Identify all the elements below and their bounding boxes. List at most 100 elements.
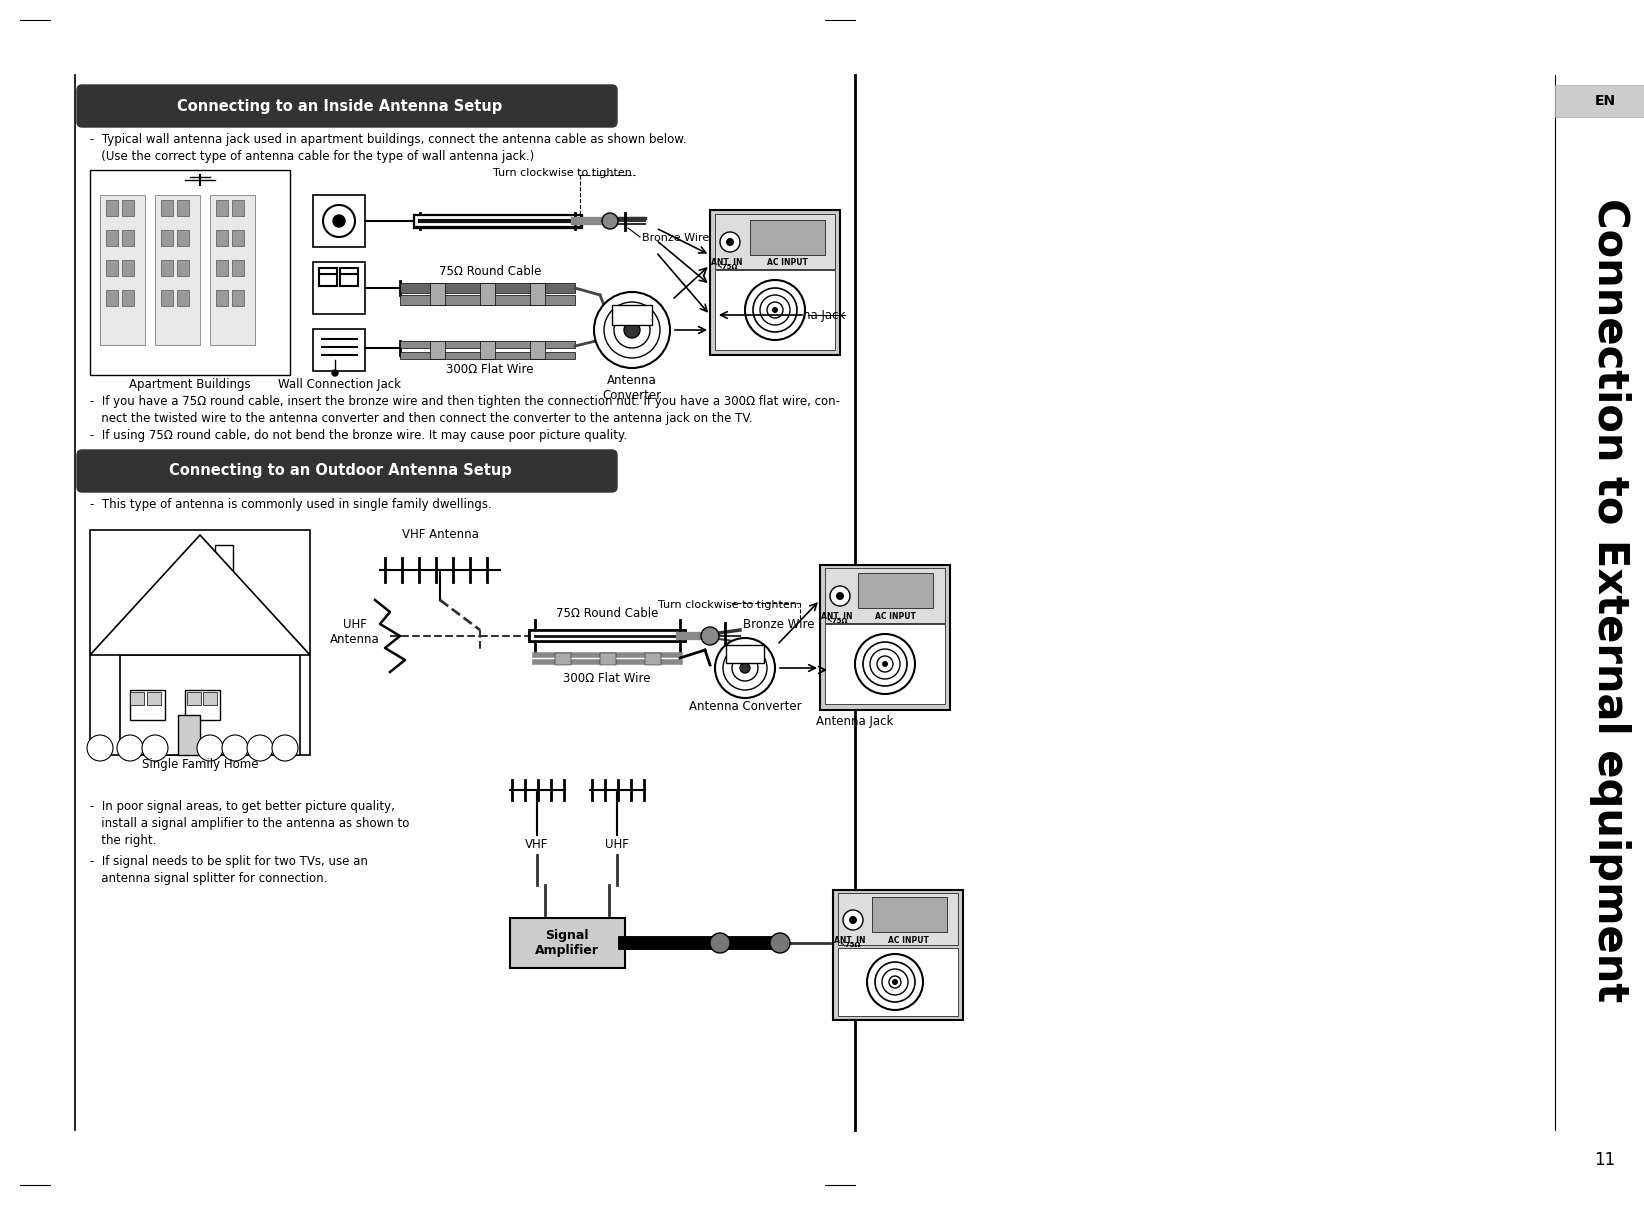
Bar — [825, 624, 945, 704]
Text: 300Ω Flat Wire: 300Ω Flat Wire — [446, 363, 534, 376]
Polygon shape — [90, 535, 311, 656]
Circle shape — [141, 735, 168, 762]
Circle shape — [848, 916, 857, 924]
Bar — [480, 283, 495, 305]
Bar — [710, 210, 840, 355]
Text: Connecting to an Outdoor Antenna Setup: Connecting to an Outdoor Antenna Setup — [169, 464, 511, 478]
Text: the right.: the right. — [90, 834, 156, 847]
Circle shape — [760, 295, 791, 325]
Text: AC INPUT: AC INPUT — [875, 612, 916, 621]
Bar — [600, 653, 616, 665]
Circle shape — [700, 627, 718, 645]
Bar — [312, 329, 365, 371]
Text: Connection to External equipment: Connection to External equipment — [1590, 198, 1631, 1003]
Circle shape — [720, 233, 740, 252]
Text: ↖75Ω: ↖75Ω — [838, 942, 861, 948]
Text: -  This type of antenna is commonly used in single family dwellings.: - This type of antenna is commonly used … — [90, 498, 492, 511]
Bar — [161, 230, 173, 246]
Circle shape — [769, 933, 791, 953]
Bar — [122, 230, 135, 246]
Text: Turn clockwise to tighten.: Turn clockwise to tighten. — [493, 167, 635, 178]
Bar — [431, 283, 446, 305]
Bar — [178, 715, 201, 756]
Circle shape — [603, 302, 659, 358]
Circle shape — [870, 649, 899, 678]
Bar — [130, 692, 145, 705]
Bar — [510, 918, 625, 968]
Circle shape — [222, 735, 248, 762]
Circle shape — [740, 663, 750, 674]
Text: -  Typical wall antenna jack used in apartment buildings, connect the antenna ca: - Typical wall antenna jack used in apar… — [90, 133, 687, 146]
Bar — [715, 214, 835, 269]
Text: Antenna Jack: Antenna Jack — [817, 715, 894, 728]
Text: ↖75Ω: ↖75Ω — [827, 618, 848, 624]
Text: antenna signal splitter for connection.: antenna signal splitter for connection. — [90, 872, 327, 884]
Text: EN: EN — [1595, 94, 1616, 108]
FancyBboxPatch shape — [77, 449, 616, 492]
Circle shape — [87, 735, 113, 762]
Bar — [858, 574, 934, 609]
Circle shape — [332, 370, 339, 376]
Bar — [232, 260, 243, 276]
Circle shape — [876, 656, 893, 672]
Bar — [480, 341, 495, 359]
Bar — [186, 690, 220, 721]
Bar — [161, 200, 173, 216]
Circle shape — [843, 910, 863, 930]
Bar — [202, 692, 217, 705]
Bar — [100, 195, 145, 345]
Bar — [763, 222, 783, 236]
Bar — [838, 948, 958, 1016]
Bar — [1555, 86, 1644, 117]
Text: Antenna Converter: Antenna Converter — [689, 700, 801, 713]
Text: -  If signal needs to be split for two TVs, use an: - If signal needs to be split for two TV… — [90, 856, 368, 868]
Bar — [130, 690, 164, 721]
Bar — [871, 897, 947, 931]
Bar — [715, 270, 835, 349]
Circle shape — [753, 288, 797, 333]
Bar — [232, 200, 243, 216]
Bar — [146, 692, 161, 705]
Bar — [187, 692, 201, 705]
Circle shape — [893, 978, 898, 984]
Text: 300Ω Flat Wire: 300Ω Flat Wire — [564, 672, 651, 684]
Text: -  If you have a 75Ω round cable, insert the bronze wire and then tighten the co: - If you have a 75Ω round cable, insert … — [90, 395, 840, 408]
Bar — [556, 653, 570, 665]
Text: ANT. IN: ANT. IN — [712, 258, 743, 268]
Text: VHF Antenna: VHF Antenna — [401, 528, 478, 541]
Bar — [870, 575, 889, 589]
Circle shape — [334, 214, 345, 227]
Circle shape — [881, 662, 888, 668]
Bar — [232, 230, 243, 246]
Text: 11: 11 — [1595, 1151, 1616, 1169]
Circle shape — [875, 962, 916, 1003]
Bar — [232, 290, 243, 306]
Bar — [215, 290, 229, 306]
Circle shape — [197, 735, 224, 762]
Text: 75Ω Round Cable: 75Ω Round Cable — [556, 607, 658, 621]
Bar — [105, 290, 118, 306]
Bar — [727, 645, 764, 663]
Circle shape — [117, 735, 143, 762]
Text: Antenna Jack: Antenna Jack — [768, 308, 845, 322]
Bar — [105, 260, 118, 276]
Bar — [750, 221, 825, 255]
Circle shape — [889, 976, 901, 988]
Bar — [215, 200, 229, 216]
Bar — [105, 200, 118, 216]
Bar — [820, 565, 950, 710]
Text: UHF
Antenna: UHF Antenna — [330, 618, 380, 646]
Bar — [178, 200, 189, 216]
Bar — [178, 230, 189, 246]
Bar — [90, 530, 311, 756]
Text: Bronze Wire: Bronze Wire — [743, 618, 814, 631]
Circle shape — [613, 312, 649, 348]
Bar — [399, 283, 575, 293]
Bar — [312, 195, 365, 247]
Circle shape — [710, 933, 730, 953]
Circle shape — [732, 656, 758, 681]
Bar — [161, 260, 173, 276]
Circle shape — [855, 634, 916, 694]
Circle shape — [773, 307, 778, 313]
Circle shape — [768, 302, 783, 318]
